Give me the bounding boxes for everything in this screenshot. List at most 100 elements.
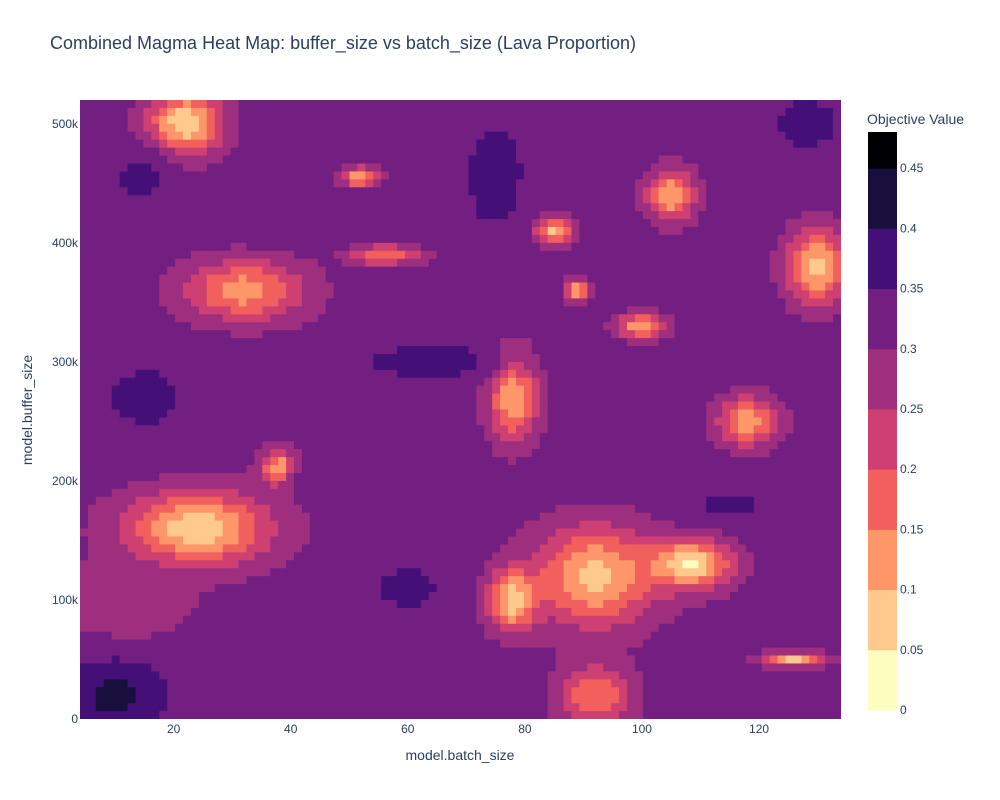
contour-cell	[523, 171, 533, 180]
contour-cell	[190, 560, 200, 569]
contour-cell	[111, 314, 121, 323]
contour-cell	[539, 441, 549, 450]
contour-cell	[365, 695, 374, 704]
contour-cell	[190, 219, 200, 228]
contour-cell	[317, 298, 327, 307]
contour-fill	[80, 100, 841, 719]
contour-cell	[523, 274, 533, 284]
contour-cell	[436, 163, 446, 173]
contour-cell	[183, 353, 192, 363]
contour-cell	[555, 599, 565, 609]
contour-cell	[365, 687, 374, 696]
contour-cell	[103, 449, 113, 458]
contour-cell	[365, 655, 374, 665]
contour-cell	[571, 219, 581, 228]
contour-cell	[436, 671, 446, 680]
contour-cell	[286, 615, 295, 625]
contour-cell	[476, 536, 485, 546]
contour-cell	[484, 711, 493, 719]
contour-cell	[167, 131, 176, 141]
contour-cell	[357, 115, 366, 125]
contour-cell	[492, 465, 501, 474]
contour-cell	[389, 147, 398, 157]
contour-cell	[397, 607, 406, 617]
contour-cell	[206, 536, 216, 546]
contour-cell	[198, 147, 208, 157]
contour-cell	[436, 480, 446, 490]
contour-cell	[198, 544, 208, 553]
contour-cell	[119, 465, 129, 474]
contour-cell	[143, 576, 152, 585]
contour-cell	[309, 163, 319, 173]
contour-cell	[87, 631, 97, 641]
contour-cell	[119, 155, 129, 165]
contour-cell	[436, 314, 446, 323]
contour-cell	[460, 465, 470, 474]
contour-cell	[381, 433, 390, 442]
contour-cell	[135, 219, 145, 228]
contour-cell	[309, 338, 319, 347]
contour-cell	[135, 266, 145, 276]
contour-cell	[357, 187, 366, 196]
contour-cell	[230, 528, 240, 538]
contour-cell	[555, 298, 565, 307]
contour-cell	[119, 544, 129, 553]
contour-cell	[270, 647, 279, 657]
contour-cell	[175, 258, 184, 268]
contour-cell	[214, 607, 224, 617]
contour-cell	[270, 663, 279, 672]
contour-cell	[325, 425, 335, 434]
contour-cell	[555, 687, 565, 696]
contour-cell	[381, 552, 390, 561]
contour-cell	[555, 584, 565, 593]
contour-cell	[436, 377, 446, 387]
contour-cell	[381, 369, 390, 379]
contour-cell	[357, 369, 366, 379]
contour-cell	[246, 179, 255, 188]
contour-cell	[119, 314, 129, 323]
contour-cell	[508, 179, 517, 188]
contour-cell	[349, 599, 359, 609]
contour-cell	[365, 631, 374, 641]
contour-cell	[214, 338, 224, 347]
contour-cell	[579, 274, 588, 284]
contour-cell	[127, 147, 137, 157]
contour-cell	[206, 631, 216, 641]
contour-cell	[183, 234, 192, 244]
contour-cell	[563, 433, 573, 442]
contour-cell	[111, 433, 121, 442]
contour-cell	[135, 504, 145, 514]
contour-cell	[500, 298, 509, 307]
contour-cell	[381, 250, 390, 260]
contour-cell	[412, 679, 422, 688]
contour-cell	[420, 306, 430, 315]
contour-cell	[127, 544, 137, 553]
contour-cell	[460, 377, 470, 387]
contour-cell	[523, 536, 533, 546]
contour-cell	[214, 306, 224, 315]
contour-cell	[365, 488, 374, 498]
contour-cell	[357, 631, 366, 641]
contour-cell	[151, 560, 160, 569]
contour-cell	[87, 552, 97, 561]
contour-cell	[103, 266, 113, 276]
contour-cell	[563, 695, 573, 704]
contour-cell	[523, 123, 533, 133]
contour-cell	[175, 393, 184, 403]
contour-cell	[286, 480, 295, 490]
contour-cell	[428, 631, 438, 641]
contour-cell	[167, 695, 176, 704]
contour-cell	[484, 512, 493, 522]
contour-cell	[428, 131, 438, 141]
contour-cell	[246, 703, 255, 712]
contour-cell	[555, 631, 565, 641]
contour-cell	[428, 584, 438, 593]
contour-cell	[190, 314, 200, 323]
contour-cell	[492, 417, 501, 426]
contour-cell	[523, 504, 533, 514]
contour-cell	[175, 155, 184, 165]
contour-cell	[508, 401, 517, 411]
contour-cell	[381, 123, 390, 133]
contour-cell	[349, 115, 359, 125]
contour-cell	[508, 488, 517, 498]
